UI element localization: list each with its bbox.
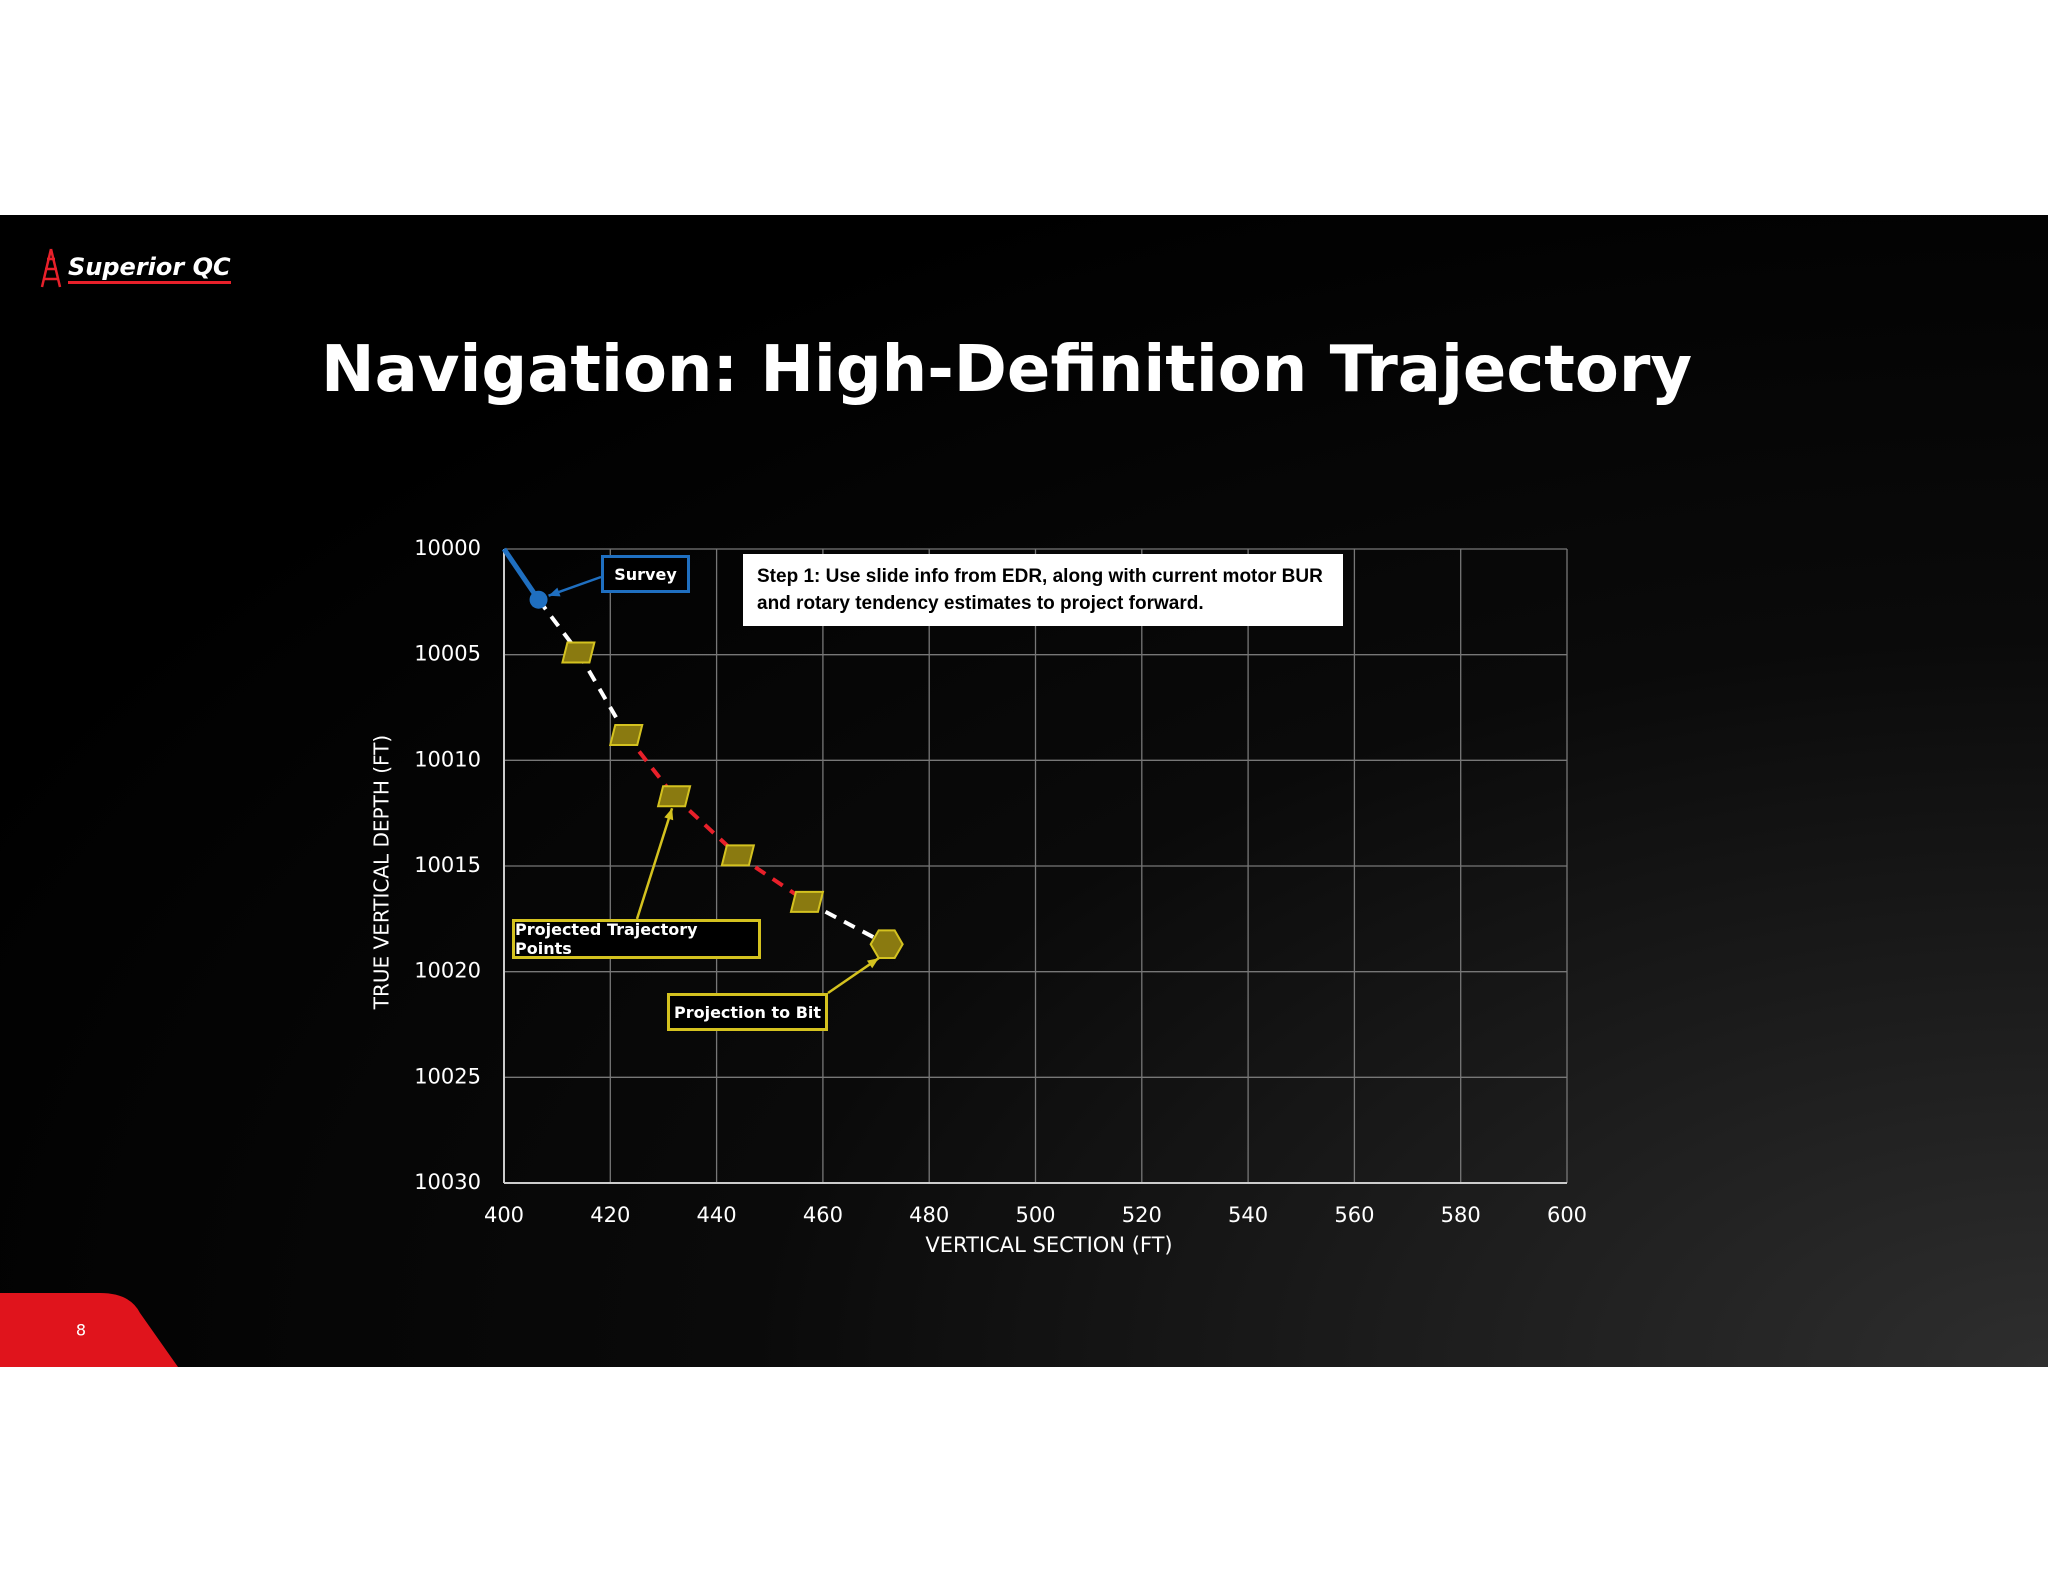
y-axis-title: TRUE VERTICAL DEPTH (FT): [370, 735, 394, 1010]
logo-icon: [40, 248, 62, 288]
y-tick-label: 10010: [414, 747, 481, 771]
chart: TRUE VERTICAL DEPTH (FT) VERTICAL SECTIO…: [370, 536, 1588, 1257]
brand: Superior QC: [68, 253, 231, 284]
x-tick-label: 400: [484, 1203, 524, 1227]
x-tick-label: 440: [697, 1203, 737, 1227]
projected-point: [561, 641, 596, 664]
projected-point: [608, 723, 644, 746]
projected-point: [720, 844, 756, 867]
slide: Superior QC Navigation: High-Definition …: [0, 215, 2048, 1367]
projection-connector: [576, 651, 628, 736]
arrow-head: [664, 808, 674, 821]
x-tick-label: 480: [909, 1203, 949, 1227]
arrow-head: [866, 958, 879, 969]
projection-connector: [806, 900, 888, 946]
y-tick-label: 10015: [414, 853, 481, 877]
x-tick-label: 420: [590, 1203, 630, 1227]
arrow-head: [548, 587, 561, 597]
x-tick-label: 500: [1015, 1203, 1055, 1227]
x-axis-title: VERTICAL SECTION (FT): [925, 1233, 1172, 1257]
x-tick-label: 460: [803, 1203, 843, 1227]
logo: Superior QC: [38, 247, 231, 289]
x-tick-label: 600: [1547, 1203, 1587, 1227]
y-tick-label: 10000: [414, 536, 481, 560]
x-tick-label: 560: [1334, 1203, 1374, 1227]
y-tick-label: 10005: [414, 642, 481, 666]
page-tab: 8: [0, 1293, 178, 1367]
x-tick-label: 580: [1441, 1203, 1481, 1227]
x-tick-label: 540: [1228, 1203, 1268, 1227]
y-tick-label: 10025: [414, 1064, 481, 1088]
survey-callout: Survey: [601, 555, 690, 593]
bit-callout: Projection to Bit: [667, 993, 828, 1031]
survey-line: [501, 547, 541, 602]
x-tick-label: 520: [1122, 1203, 1162, 1227]
projected-point: [656, 785, 692, 808]
survey-point: [529, 590, 548, 609]
y-tick-label: 10020: [414, 959, 481, 983]
y-tick-label: 10030: [414, 1170, 481, 1194]
slide-title: Navigation: High-Definition Trajectory: [321, 333, 1693, 407]
callout-arrow: [635, 807, 674, 920]
projected-point: [789, 890, 825, 913]
bit-point: [869, 929, 904, 960]
projection-connector: [536, 598, 581, 654]
annotation: Step 1: Use slide info from EDR, along w…: [743, 554, 1343, 626]
projected-callout: Projected Trajectory Points: [512, 919, 761, 959]
page-number: 8: [76, 1321, 86, 1340]
